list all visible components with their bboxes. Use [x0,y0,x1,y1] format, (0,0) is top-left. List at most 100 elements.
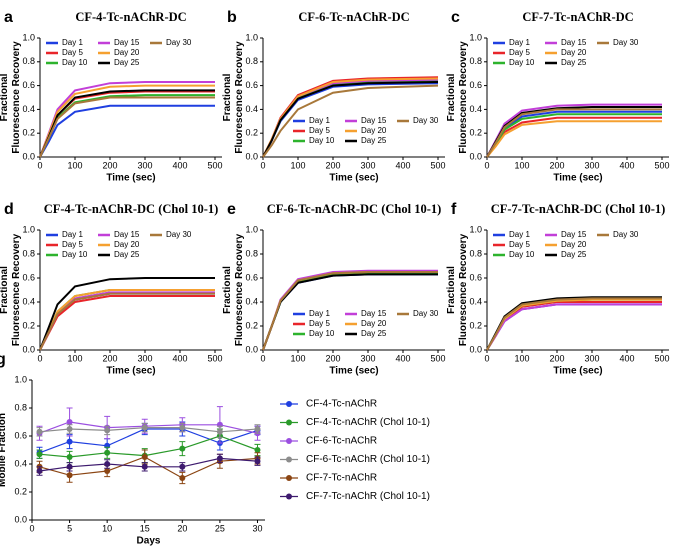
x-tick-label: 30 [252,523,262,533]
recovery-curve [262,271,438,351]
y-tick-label: 0.6 [22,80,35,90]
x-tick-label: 0 [260,353,265,363]
legend-label: Day 5 [509,240,530,249]
data-point [104,461,111,467]
y-tick-label: 0.6 [469,272,482,282]
legend-label: Day 15 [361,116,387,125]
y-tick-label: 0.4 [22,104,35,114]
recovery-curve [39,292,215,351]
data-point [216,455,223,462]
recovery-curve [39,94,215,158]
x-tick-label: 300 [137,160,152,170]
x-tick-label: 20 [177,523,187,533]
y-axis-label: Mobile Fraction [0,413,8,487]
legend-label: Day 20 [561,240,587,249]
panel-letter: e [227,201,236,218]
legend-label: Day 30 [166,230,192,239]
recovery-curve [486,297,662,351]
x-tick-label: 200 [325,353,340,363]
y-tick-label: 0.0 [14,514,27,524]
panel-letter: g [0,351,6,368]
legend-label: Day 25 [114,250,140,259]
y-axis-label-line: Fractional [446,73,457,121]
legend-label: Day 20 [114,48,140,57]
legend-label: Day 10 [509,250,535,259]
y-axis-label-line: Fractional [446,266,457,314]
data-point [104,427,111,434]
panel-letter: a [4,9,13,26]
legend-label: Day 30 [613,38,639,47]
x-tick-label: 300 [584,160,599,170]
x-axis-label: Time (sec) [553,366,602,377]
panel-title: CF-6-Tc-nAChR-DC (Chol 10-1) [267,202,442,216]
y-tick-label: 0.0 [22,151,35,161]
recovery-curve [262,269,438,351]
series-line [39,435,258,458]
panel-letter: c [451,9,460,26]
panel-letter: f [451,201,457,218]
y-tick-label: 0.0 [22,344,35,354]
x-tick-label: 100 [514,353,529,363]
y-tick-label: 0.8 [469,56,482,66]
x-tick-label: 25 [215,523,225,533]
y-tick-label: 0.8 [245,248,258,258]
y-axis-label-line: Fluorescence Recovery [234,41,245,154]
y-tick-label: 0.8 [469,248,482,258]
y-tick-label: 0.4 [22,296,35,306]
legend-label: Day 30 [413,309,439,318]
recovery-curve [39,104,215,158]
y-tick-label: 0.4 [469,296,482,306]
recovery-curve [486,298,662,351]
x-tick-label: 300 [584,353,599,363]
x-axis-label: Time (sec) [329,173,378,184]
legend-label: Day 25 [114,58,140,67]
y-tick-label: 0.0 [469,344,482,354]
legend-label: Day 15 [114,230,140,239]
y-tick-label: 1.0 [245,224,258,234]
recovery-curve [39,277,215,351]
y-tick-label: 1.0 [469,224,482,234]
x-tick-label: 0 [29,523,34,533]
legend-label: CF-6-Tc-nAChR [306,436,377,447]
y-tick-label: 0.2 [14,486,27,496]
panel-title: CF-4-Tc-nAChR-DC [75,10,186,24]
legend-label: Day 15 [114,38,140,47]
x-tick-label: 200 [325,160,340,170]
x-tick-label: 200 [102,353,117,363]
y-axis-label-line: Fractional [0,73,10,121]
x-tick-label: 300 [360,160,375,170]
panel: f CF-7-Tc-nAChR-DC (Chol 10-1) 0 100 200 300 4… [446,201,670,376]
legend-marker [286,438,292,444]
panel: b CF-6-Tc-nAChR-DC 0 100 200 300 400 500 0.0 0.2 0… [222,9,446,183]
legend-marker [286,456,292,463]
recovery-curve [39,289,215,351]
data-point [36,468,43,474]
data-point [179,475,186,481]
data-point [66,463,73,470]
legend-label: Day 5 [309,126,330,135]
panel: e CF-6-Tc-nAChR-DC (Chol 10-1) 0 100 200 300 4… [222,201,446,376]
legend-marker [286,401,292,407]
legend-label: Day 30 [413,116,439,125]
legend-marker [286,419,292,426]
legend-label: Day 30 [613,230,639,239]
y-tick-label: 0.4 [245,104,258,114]
legend-label: Day 15 [561,38,587,47]
x-tick-label: 100 [290,160,305,170]
data-point [254,447,261,453]
legend-label: Day 1 [62,38,83,47]
y-tick-label: 0.6 [22,272,35,282]
legend-label: Day 30 [166,38,192,47]
y-axis-label-line: Fluorescence Recovery [11,41,22,154]
y-tick-label: 1.0 [14,374,27,384]
y-axis-label: FractionalFluorescence Recovery [222,41,245,154]
legend-label: Day 5 [509,48,530,57]
legend-label: CF-7-Tc-nAChR [306,473,377,484]
y-tick-label: 0.0 [245,344,258,354]
y-tick-label: 0.8 [245,56,258,66]
x-tick-label: 500 [430,160,445,170]
data-point [66,472,73,479]
x-tick-label: 0 [484,160,489,170]
x-tick-label: 500 [654,160,669,170]
legend-label: Day 5 [62,48,83,57]
